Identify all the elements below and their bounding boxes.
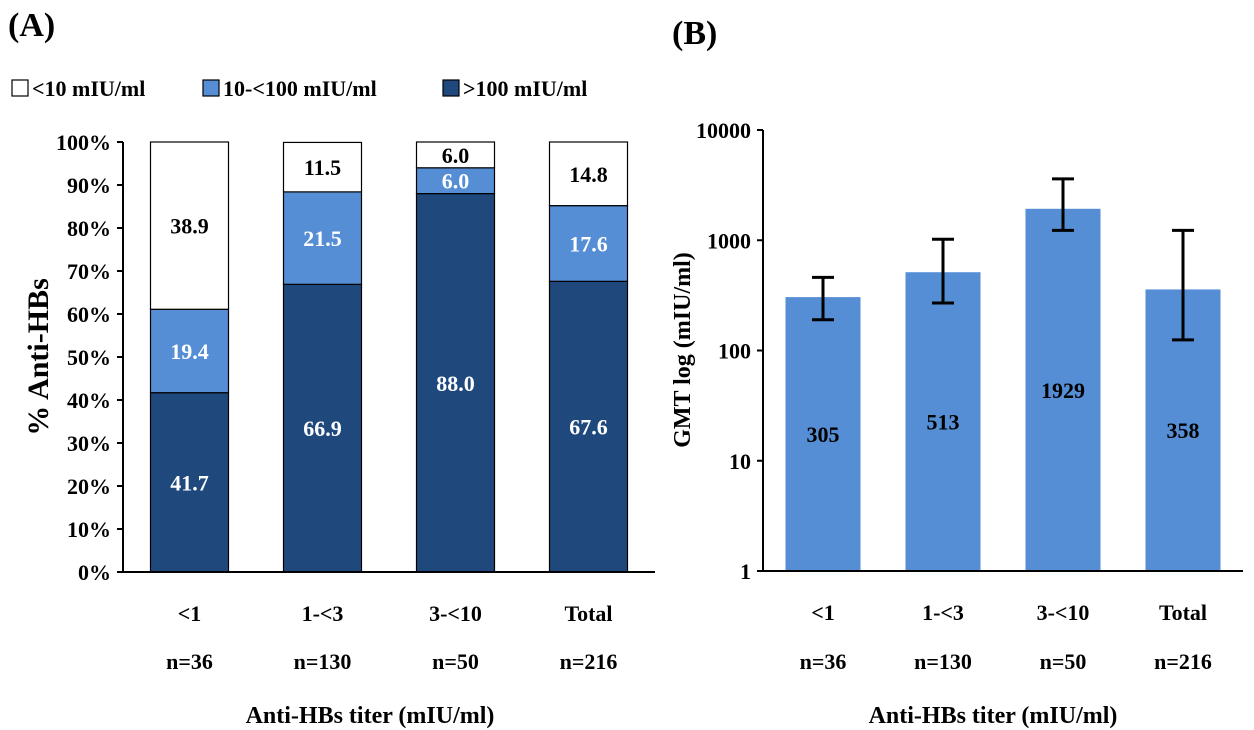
panel-a-ytick-label: 20% — [67, 474, 111, 499]
panel-a-ytick-label: 50% — [67, 345, 111, 370]
panel-a-bar-segment — [415, 193, 496, 573]
panel-a-category-label: 1-<3 — [302, 601, 344, 626]
panel-b-data-label: 1929 — [1041, 378, 1085, 403]
panel-b-ytick-label: 100 — [718, 339, 751, 364]
legend-swatch-10-100 — [202, 79, 220, 97]
legend-label-10-100: 10-<100 mIU/ml — [223, 76, 377, 101]
panel-b-category-n: n=130 — [914, 649, 972, 674]
panel-a-data-label: 11.5 — [304, 155, 341, 180]
panel-b-bars — [785, 208, 1221, 572]
panel-b-data-label: 513 — [927, 410, 960, 435]
panel-b-ytick-label: 10000 — [696, 118, 751, 143]
panel-a-ytick-label: 30% — [67, 431, 111, 456]
panel-a-data-label: 6.0 — [442, 143, 470, 168]
panel-b-ytick-label: 1 — [740, 559, 751, 584]
legend-swatch-under10 — [11, 79, 29, 97]
panel-b-bar — [785, 297, 861, 571]
panel-b-category-label: <1 — [811, 600, 835, 625]
panel-a-data-label: 19.4 — [170, 339, 209, 364]
panel-a-ytick-label: 90% — [67, 173, 111, 198]
panel-a-yaxis-ticks: 0% 10% 20% 30% 40% 50% 60% 70% 80% 90% 100% — [56, 130, 123, 585]
panel-a-ytick-label: 40% — [67, 388, 111, 413]
panel-a-ytick-label: 100% — [56, 130, 111, 155]
panel-b-data-label: 305 — [807, 422, 840, 447]
panel-a-category-label: <1 — [178, 601, 202, 626]
panel-a-category-n: n=50 — [432, 649, 479, 674]
panel-b-yaxis-ticks: 1 10 100 1000 10000 — [696, 118, 763, 584]
legend-label-over100: >100 mIU/ml — [463, 76, 587, 101]
panel-b-data-label: 358 — [1167, 418, 1200, 443]
panel-b-category-n: n=216 — [1154, 649, 1212, 674]
panel-a: (A) <10 mIU/ml 10-<100 mIU/ml >100 mIU/m… — [8, 7, 655, 729]
panel-b-xlabel: Anti-HBs titer (mIU/ml) — [869, 703, 1118, 729]
panel-a-data-label: 67.6 — [569, 415, 608, 440]
panel-b: (B) GMT log (mIU/ml) 1 10 100 1000 10000 305… — [670, 15, 1243, 729]
panel-a-bar-segment — [548, 280, 629, 573]
panel-b-category-labels: <1 n=36 1-<3 n=130 3-<10 n=50 Total n=216 — [800, 600, 1212, 674]
panel-b-category-label: 1-<3 — [922, 600, 964, 625]
panel-a-data-label: 88.0 — [436, 371, 475, 396]
panel-b-bar — [905, 272, 981, 571]
panel-a-bar-segment — [548, 141, 629, 207]
panel-a-category-n: n=36 — [166, 649, 213, 674]
panel-a-bar-segment — [282, 283, 363, 573]
panel-a-ytick-label: 60% — [67, 302, 111, 327]
panel-a-ytick-label: 80% — [67, 216, 111, 241]
panel-a-ylabel: % Anti-HBs — [22, 278, 55, 436]
panel-a-data-label: 38.9 — [170, 214, 209, 239]
panel-b-category-label: Total — [1159, 600, 1207, 625]
panel-a-label: (A) — [8, 7, 55, 44]
panel-a-data-label: 66.9 — [303, 416, 342, 441]
panel-a-data-label: 17.6 — [569, 231, 608, 256]
panel-b-category-n: n=50 — [1040, 649, 1087, 674]
panel-a-category-label: 3-<10 — [429, 601, 482, 626]
panel-a-xlabel: Anti-HBs titer (mIU/ml) — [246, 703, 495, 729]
panel-a-category-labels: <1 n=36 1-<3 n=130 3-<10 n=50 Total n=216 — [166, 601, 617, 674]
panel-a-ytick-label: 0% — [78, 560, 111, 585]
panel-a-category-label: Total — [564, 601, 612, 626]
panel-a-data-label: 41.7 — [170, 470, 209, 495]
panel-a-bars — [149, 141, 629, 573]
panel-a-bar-segment — [149, 308, 230, 394]
panel-a-category-n: n=130 — [294, 649, 352, 674]
panel-b-category-n: n=36 — [800, 649, 847, 674]
legend-label-under10: <10 mIU/ml — [32, 76, 145, 101]
panel-b-error-bars — [812, 177, 1194, 342]
panel-a-legend: <10 mIU/ml 10-<100 mIU/ml >100 mIU/ml — [11, 76, 587, 101]
panel-a-bar-segment — [548, 205, 629, 282]
panel-a-bar-segment — [282, 191, 363, 285]
legend-swatch-over100 — [442, 79, 460, 97]
panel-b-ylabel: GMT log (mIU/ml) — [670, 252, 696, 448]
panel-b-data-labels: 305 513 1929 358 — [807, 378, 1200, 447]
panel-a-ytick-label: 10% — [67, 517, 111, 542]
panel-a-data-label: 6.0 — [442, 169, 470, 194]
panel-a-bar-segment — [282, 141, 363, 193]
panel-a-data-label: 14.8 — [569, 162, 608, 187]
panel-b-label: (B) — [672, 15, 717, 52]
panel-a-bar-segment — [149, 392, 230, 573]
panel-a-bar-segment — [149, 141, 230, 310]
panel-b-category-label: 3-<10 — [1037, 600, 1090, 625]
panel-b-ytick-label: 1000 — [707, 228, 751, 253]
panel-b-ytick-label: 10 — [729, 449, 751, 474]
panel-a-bar-segment — [415, 141, 496, 169]
panel-a-data-label: 21.5 — [303, 226, 342, 251]
panel-b-bar — [1025, 208, 1101, 572]
panel-a-data-labels: 41.7 19.4 38.9 66.9 21.5 11.5 88.0 6.06.0 67.6 17… — [170, 143, 608, 495]
panel-a-ytick-label: 70% — [67, 259, 111, 284]
panel-a-category-n: n=216 — [560, 649, 618, 674]
